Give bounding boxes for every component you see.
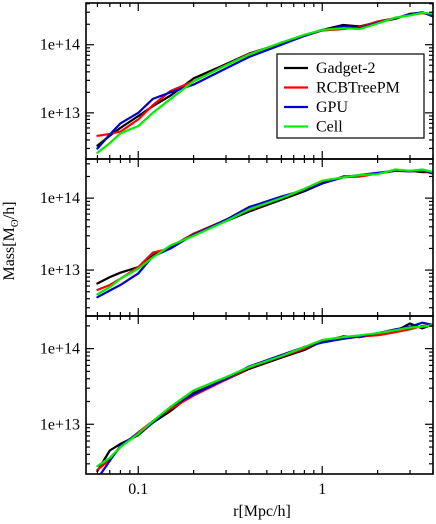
- x-tick-label: 0.1: [128, 481, 148, 498]
- legend: Gadget-2 RCBTreePM GPU Cell: [276, 53, 425, 139]
- legend-label: RCBTreePM: [316, 80, 400, 97]
- panel-3: 1e+13 1e+14: [40, 315, 434, 475]
- panel-3-frame: [85, 315, 434, 475]
- y-tick-label: 1e+14: [40, 37, 80, 54]
- series-line-rcbtreepm-panel-3: [96, 324, 433, 471]
- panel-3-series: [96, 321, 433, 474]
- y-axis-title: Mass[Mʘ/h]: [1, 201, 21, 280]
- panel-1-series: [96, 11, 433, 154]
- series-line-gpu-panel-2: [96, 169, 433, 299]
- legend-label: Cell: [316, 119, 343, 136]
- y-tick-label: 1e+13: [40, 416, 80, 433]
- legend-label: Gadget-2: [316, 60, 376, 77]
- x-axis-title: r[Mpc/h]: [233, 503, 291, 520]
- series-line-cell-panel-1: [96, 11, 433, 154]
- y-tick-label: 1e+13: [40, 105, 80, 122]
- y-tick-label: 1e+13: [40, 262, 80, 279]
- series-line-rcbtreepm-panel-2: [96, 169, 433, 291]
- series-line-gadget-2-panel-2: [96, 169, 433, 285]
- x-tick-label: 1: [318, 481, 326, 498]
- series-line-gpu-panel-3: [99, 321, 433, 474]
- y-tick-label: 1e+14: [40, 190, 80, 207]
- legend-label: GPU: [316, 99, 348, 116]
- panels-group: 1e+13 1e+14 1e+13 1e+14 1e+13 1e+14 0.1 1: [40, 2, 434, 498]
- panel-2-frame: [85, 158, 434, 317]
- y-tick-label: 1e+14: [40, 341, 80, 358]
- series-line-cell-panel-3: [96, 323, 433, 468]
- panel-2-series: [96, 168, 433, 299]
- series-line-gadget-2-panel-3: [96, 322, 433, 473]
- panel-2: 1e+13 1e+14: [40, 158, 434, 317]
- series-line-cell-panel-2: [96, 168, 433, 296]
